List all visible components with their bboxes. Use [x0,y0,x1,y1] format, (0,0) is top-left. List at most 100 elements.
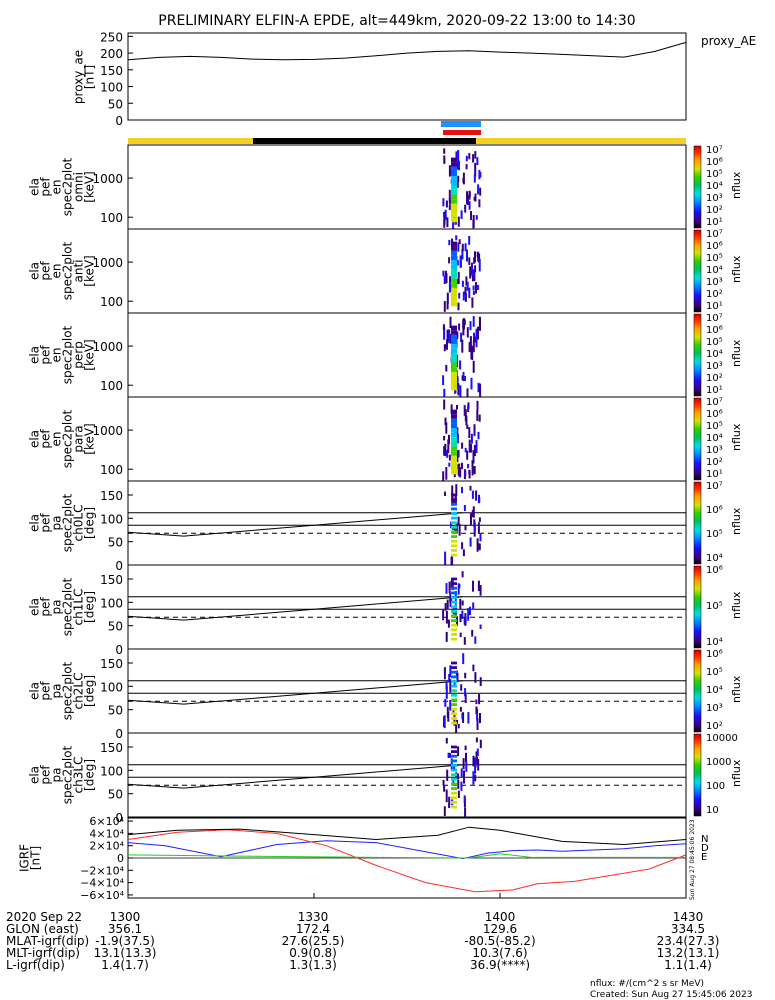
colorbar-tick-label: 10² [706,457,723,468]
spectrogram-cell [462,653,465,665]
spectrogram-cell [472,273,475,278]
igrf-panel: IGRF[nT] 6×10⁴4×10⁴2×10⁴0−2×10⁴−4×10⁴−6×… [18,815,710,902]
igrf-legend-N: N [701,834,708,845]
spectrogram-cell [476,718,479,730]
spectrogram-core-cell [451,530,457,534]
spectrogram-cell [464,525,467,531]
ylabel-line: ela [28,598,42,616]
spectrogram-cell [479,172,482,178]
spectrogram-core-cell [451,675,457,679]
spectrogram-core-cell [451,455,457,461]
spectrogram-cell [443,158,446,164]
proxy-ae-panel: proxy_ae[nT] 250 200 150 100 50 0 proxy_AE [72,30,757,128]
spectrogram-cell [476,410,479,421]
spectrogram-cell [466,249,468,262]
spectrogram-cell [445,273,448,284]
spectrogram-cell [444,417,447,426]
bottom-axis-row-label: MLAT-igrf(dip) [6,934,89,948]
ylabel-line: pef [39,177,53,197]
pa-line-loss-cone [127,512,463,537]
spectrogram-cell [471,262,473,276]
ylabel-line: pa [50,684,64,699]
spectrogram-cell [479,677,482,686]
spectrogram-core-cell [451,661,457,665]
spectrogram-cell [457,773,459,780]
spectrogram-cell [472,580,474,592]
bottom-axis-value: 10.3(7.6) [472,946,527,960]
spectrogram-core-cell [451,600,457,604]
spectrogram-cell [469,336,472,350]
spectrogram-cell [457,216,460,227]
colorbar-tick-label: 10⁶ [706,157,723,168]
spectrogram-cell [470,512,472,526]
spectrogram-cell [453,526,456,532]
spectrogram-cell [445,422,448,434]
panel-frame [127,396,687,482]
spectrogram-cell [448,239,451,246]
spectrogram-cells [442,737,482,817]
ylabel-line: ela [28,514,42,532]
spectrogram-cell [444,551,447,565]
spectrogram-core-cell [451,264,457,270]
spectrogram-cell [475,737,478,743]
spectrogram-cell [472,755,475,767]
spectrogram-cell [463,637,466,645]
spectrogram-cell [464,293,467,302]
spectrogram-core-cell [451,171,457,177]
spectrogram-cell [446,769,449,781]
spectrogram-cell [460,332,463,342]
ytick-label: 50 [108,788,123,802]
bottom-axis-value: 1430 [673,910,704,924]
spectrogram-cell [447,752,450,758]
spectrogram-core-cell [451,157,457,163]
colorbar-tick-label: 10⁶ [706,325,723,336]
spectrogram-cell [474,265,477,273]
spectrogram-core-cell [451,217,457,223]
ylabel-line: [keV] [83,171,97,202]
spectrogram-cell [446,217,449,228]
ytick-label: 50 [108,704,123,718]
ytick-label: 150 [100,741,123,755]
ylabel-line: pa [50,516,64,531]
spectrogram-cell [445,737,448,744]
colorbar [693,481,702,565]
spectrogram-cell [471,460,474,468]
spectrogram-core-cell [451,619,457,622]
colorbar-tick-label: 10 [706,805,719,816]
spectrogram-cell [443,211,446,218]
colorbar-tick-label: 10⁵ [706,421,723,432]
spectrogram-core-cell [451,348,457,354]
spectrogram-cell [443,275,446,284]
colorbar [693,229,702,313]
spectrogram-core-cell [451,194,457,200]
ylabel-line: spec2plot [61,493,75,552]
ytick-label: 100 [100,512,123,526]
igrf-legend: NDE [701,834,709,863]
ylabel-line: ch1LC [72,589,86,626]
ylabel-line: en [50,348,64,363]
spectrogram-cell [471,490,474,499]
spectrogram-core-cell [451,539,457,543]
bottom-axis-value: 13.2(13.1) [657,946,720,960]
spectrogram-core-cell [451,250,457,256]
spectrogram-cell [450,521,453,529]
colorbar [693,397,702,481]
spectrogram-core-cell [451,469,457,475]
spectrogram-cell [460,781,463,791]
spectrogram-cell [472,316,475,327]
bottom-axis-value: -80.5(-85.2) [464,934,535,948]
spectrogram-cell [461,571,464,578]
colorbar-tick-label: 10³ [706,193,723,204]
spectrogram-core-cell [451,502,457,506]
spectrogram-cell [448,282,451,293]
spectrogram-cell [477,184,480,195]
spectrogram-core-cell [451,801,457,804]
spectrogram-cell [461,715,464,720]
spectrogram-cell [465,415,468,426]
spectrogram-cell [449,316,452,329]
spectrogram-cells [442,399,481,481]
ylabel-line: spec2plot [61,409,75,468]
spectrogram-cell [444,209,447,220]
